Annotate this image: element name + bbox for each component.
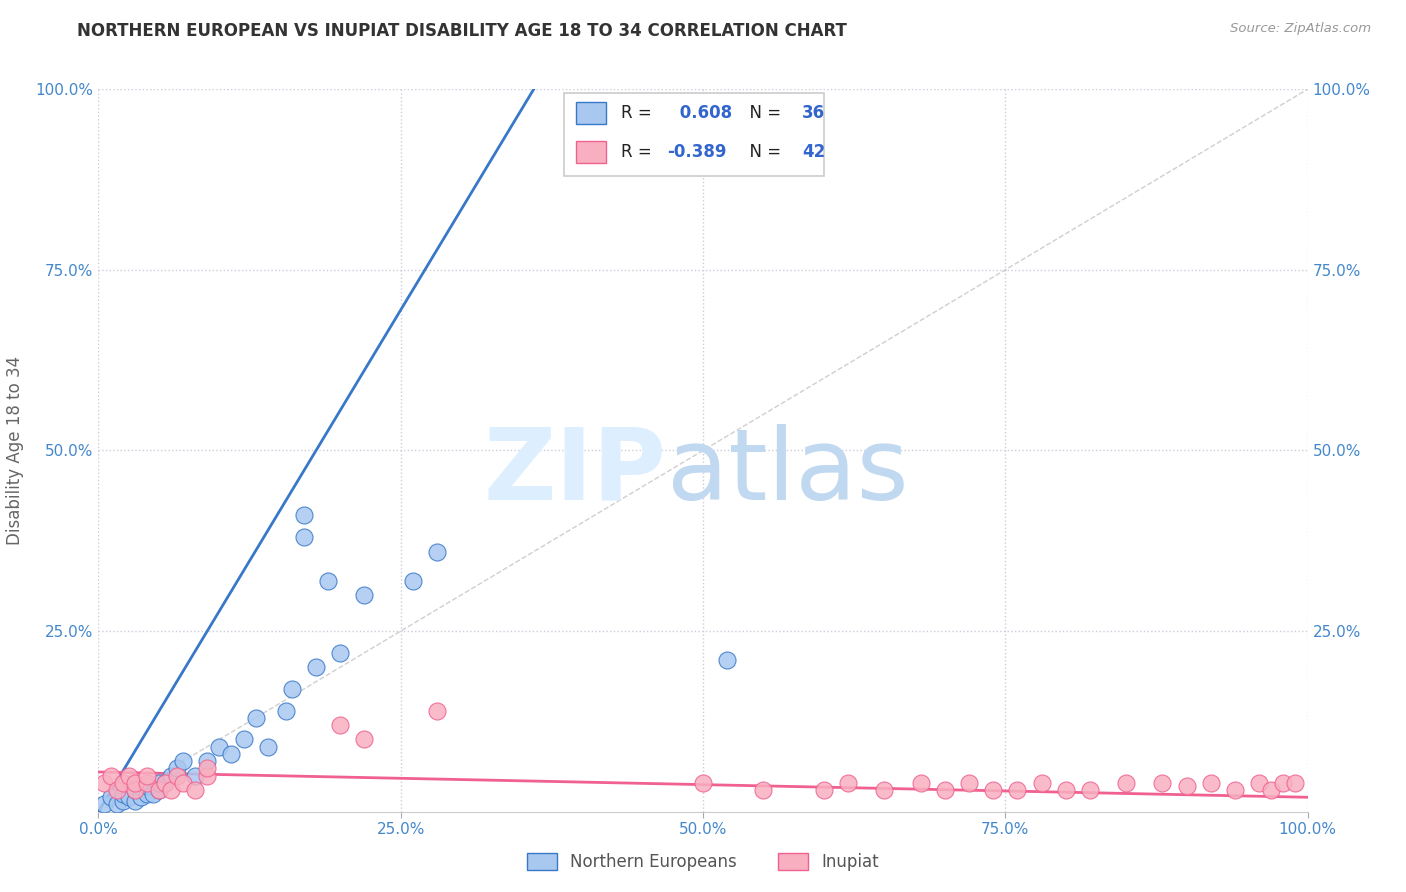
Point — [274, 704, 297, 718]
Point — [813, 783, 835, 797]
Point — [184, 769, 207, 783]
Text: -0.389: -0.389 — [666, 143, 727, 161]
Point — [135, 776, 157, 790]
Point — [1078, 783, 1101, 797]
Point — [195, 769, 218, 783]
Point — [426, 704, 449, 718]
Point — [957, 776, 980, 790]
Point — [353, 732, 375, 747]
Point — [153, 776, 176, 790]
Text: atlas: atlas — [666, 424, 908, 521]
Point — [124, 783, 146, 797]
Text: R =: R = — [621, 104, 657, 122]
Point — [910, 776, 932, 790]
Point — [1031, 776, 1053, 790]
Point — [402, 574, 425, 588]
Point — [100, 769, 122, 783]
Point — [221, 747, 243, 761]
Point — [1007, 783, 1029, 797]
Point — [716, 653, 738, 667]
Point — [1054, 783, 1077, 797]
Point — [692, 776, 714, 790]
Point — [100, 790, 122, 805]
FancyBboxPatch shape — [564, 93, 824, 176]
Point — [256, 739, 278, 754]
Point — [142, 787, 165, 801]
Point — [305, 660, 328, 674]
Point — [292, 508, 315, 523]
Text: ZIP: ZIP — [484, 424, 666, 521]
Point — [981, 783, 1004, 797]
Point — [124, 776, 146, 790]
Text: 42: 42 — [803, 143, 825, 161]
Point — [1272, 776, 1295, 790]
Point — [129, 790, 152, 805]
Y-axis label: Disability Age 18 to 34: Disability Age 18 to 34 — [7, 356, 24, 545]
Point — [124, 783, 146, 797]
Text: N =: N = — [740, 104, 786, 122]
Point — [105, 797, 128, 812]
Point — [160, 783, 183, 797]
Point — [1152, 776, 1174, 790]
Point — [232, 732, 254, 747]
Point — [124, 794, 146, 808]
Point — [105, 783, 128, 797]
Point — [1223, 783, 1246, 797]
FancyBboxPatch shape — [576, 141, 606, 163]
Point — [353, 588, 375, 602]
Legend: Northern Europeans, Inupiat: Northern Europeans, Inupiat — [519, 845, 887, 880]
Point — [316, 574, 339, 588]
Point — [292, 530, 315, 544]
Point — [1115, 776, 1137, 790]
Point — [1249, 776, 1271, 790]
Point — [166, 769, 188, 783]
Point — [172, 754, 194, 768]
Point — [281, 681, 304, 696]
Point — [135, 780, 157, 794]
Point — [329, 646, 352, 660]
Point — [148, 783, 170, 797]
Point — [195, 754, 218, 768]
Point — [184, 783, 207, 797]
Point — [172, 776, 194, 790]
Point — [111, 776, 134, 790]
Point — [118, 790, 141, 805]
Point — [1175, 780, 1198, 794]
Point — [752, 783, 775, 797]
Point — [148, 783, 170, 797]
Point — [426, 544, 449, 558]
Point — [245, 711, 267, 725]
Point — [873, 783, 896, 797]
Point — [934, 783, 956, 797]
Point — [1284, 776, 1306, 790]
Point — [111, 787, 134, 801]
Point — [208, 739, 231, 754]
Point — [148, 776, 170, 790]
Point — [329, 718, 352, 732]
FancyBboxPatch shape — [576, 103, 606, 124]
Point — [93, 776, 115, 790]
Text: 0.608: 0.608 — [673, 104, 733, 122]
Text: 36: 36 — [803, 104, 825, 122]
Point — [153, 776, 176, 790]
Point — [1260, 783, 1282, 797]
Point — [195, 761, 218, 775]
Point — [1199, 776, 1222, 790]
Text: N =: N = — [740, 143, 786, 161]
Point — [166, 761, 188, 775]
Point — [111, 794, 134, 808]
Point — [135, 787, 157, 801]
Text: NORTHERN EUROPEAN VS INUPIAT DISABILITY AGE 18 TO 34 CORRELATION CHART: NORTHERN EUROPEAN VS INUPIAT DISABILITY … — [77, 22, 848, 40]
Point — [93, 797, 115, 812]
Point — [135, 769, 157, 783]
Text: Source: ZipAtlas.com: Source: ZipAtlas.com — [1230, 22, 1371, 36]
Point — [837, 776, 859, 790]
Point — [160, 769, 183, 783]
Point — [118, 769, 141, 783]
Text: R =: R = — [621, 143, 657, 161]
